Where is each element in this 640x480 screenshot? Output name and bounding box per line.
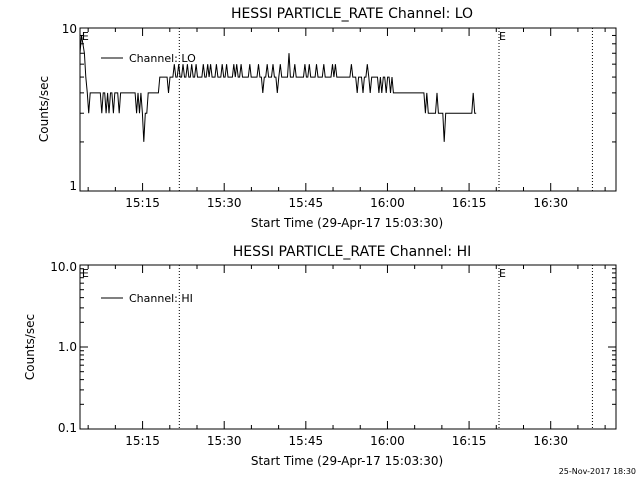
panel-hi: HESSI PARTICLE_RATE Channel: HI Counts/s…	[23, 244, 617, 468]
xtick-label: 16:00	[370, 434, 405, 448]
xtick-label: 15:15	[125, 196, 160, 210]
xtick-label: 15:15	[125, 434, 160, 448]
panel-hi-ytick-1: 1.0	[58, 340, 77, 354]
xtick-label: 16:00	[370, 196, 405, 210]
panel-hi-xlabel: Start Time (29-Apr-17 15:03:30)	[251, 454, 443, 468]
panel-lo-dotted-lines	[178, 28, 593, 191]
panel-lo-ytick-top: 10	[62, 22, 77, 36]
panel-lo-title: HESSI PARTICLE_RATE Channel: LO	[231, 6, 473, 22]
xtick-label: 15:45	[289, 434, 324, 448]
event-marker-label: E	[499, 267, 506, 280]
panel-lo-plot-frame	[79, 27, 617, 192]
panel-lo-xlabel: Start Time (29-Apr-17 15:03:30)	[251, 216, 443, 230]
panel-hi-legend-label: Channel: HI	[129, 292, 193, 305]
xtick-label: 15:45	[289, 196, 324, 210]
xtick-label: 16:15	[452, 434, 487, 448]
xtick-label: 15:30	[207, 196, 242, 210]
panel-lo-ytick-bottom: 1	[69, 179, 77, 193]
xtick-label: 16:30	[533, 196, 568, 210]
panel-hi-xticks: 15:15 15:30 15:45 16:00 16:15 16:30	[87, 265, 606, 448]
event-marker-label: E	[499, 30, 506, 43]
panel-hi-ylabel: Counts/sec	[23, 314, 37, 380]
panel-hi-dotted-lines	[178, 265, 593, 429]
panel-hi-legend: Channel: HI	[101, 292, 193, 305]
panel-lo-yminor-ticks	[80, 27, 616, 192]
panel-hi-title: HESSI PARTICLE_RATE Channel: HI	[233, 244, 471, 260]
footer-timestamp: 25-Nov-2017 18:30	[559, 467, 636, 476]
event-marker-label: E	[82, 267, 89, 280]
panel-lo-ylabel: Counts/sec	[37, 76, 51, 142]
panel-hi-ytick-10: 10.0	[50, 260, 77, 274]
xtick-label: 16:30	[533, 434, 568, 448]
event-marker-label: E	[82, 30, 89, 43]
panel-lo-legend-label: Channel: LO	[129, 52, 196, 65]
panel-hi-plot-frame	[79, 264, 617, 430]
xtick-label: 16:15	[452, 196, 487, 210]
panel-lo-legend: Channel: LO	[101, 52, 196, 65]
xtick-label: 15:30	[207, 434, 242, 448]
series-channel-lo-line	[79, 35, 477, 142]
panel-lo: HESSI PARTICLE_RATE Channel: LO Counts/s…	[37, 6, 617, 230]
panel-hi-yminor-ticks	[80, 264, 616, 430]
panel-hi-ytick-0-1: 0.1	[58, 421, 77, 435]
panel-lo-xticks: 15:15 15:30 15:45 16:00 16:15 16:30	[87, 28, 606, 210]
